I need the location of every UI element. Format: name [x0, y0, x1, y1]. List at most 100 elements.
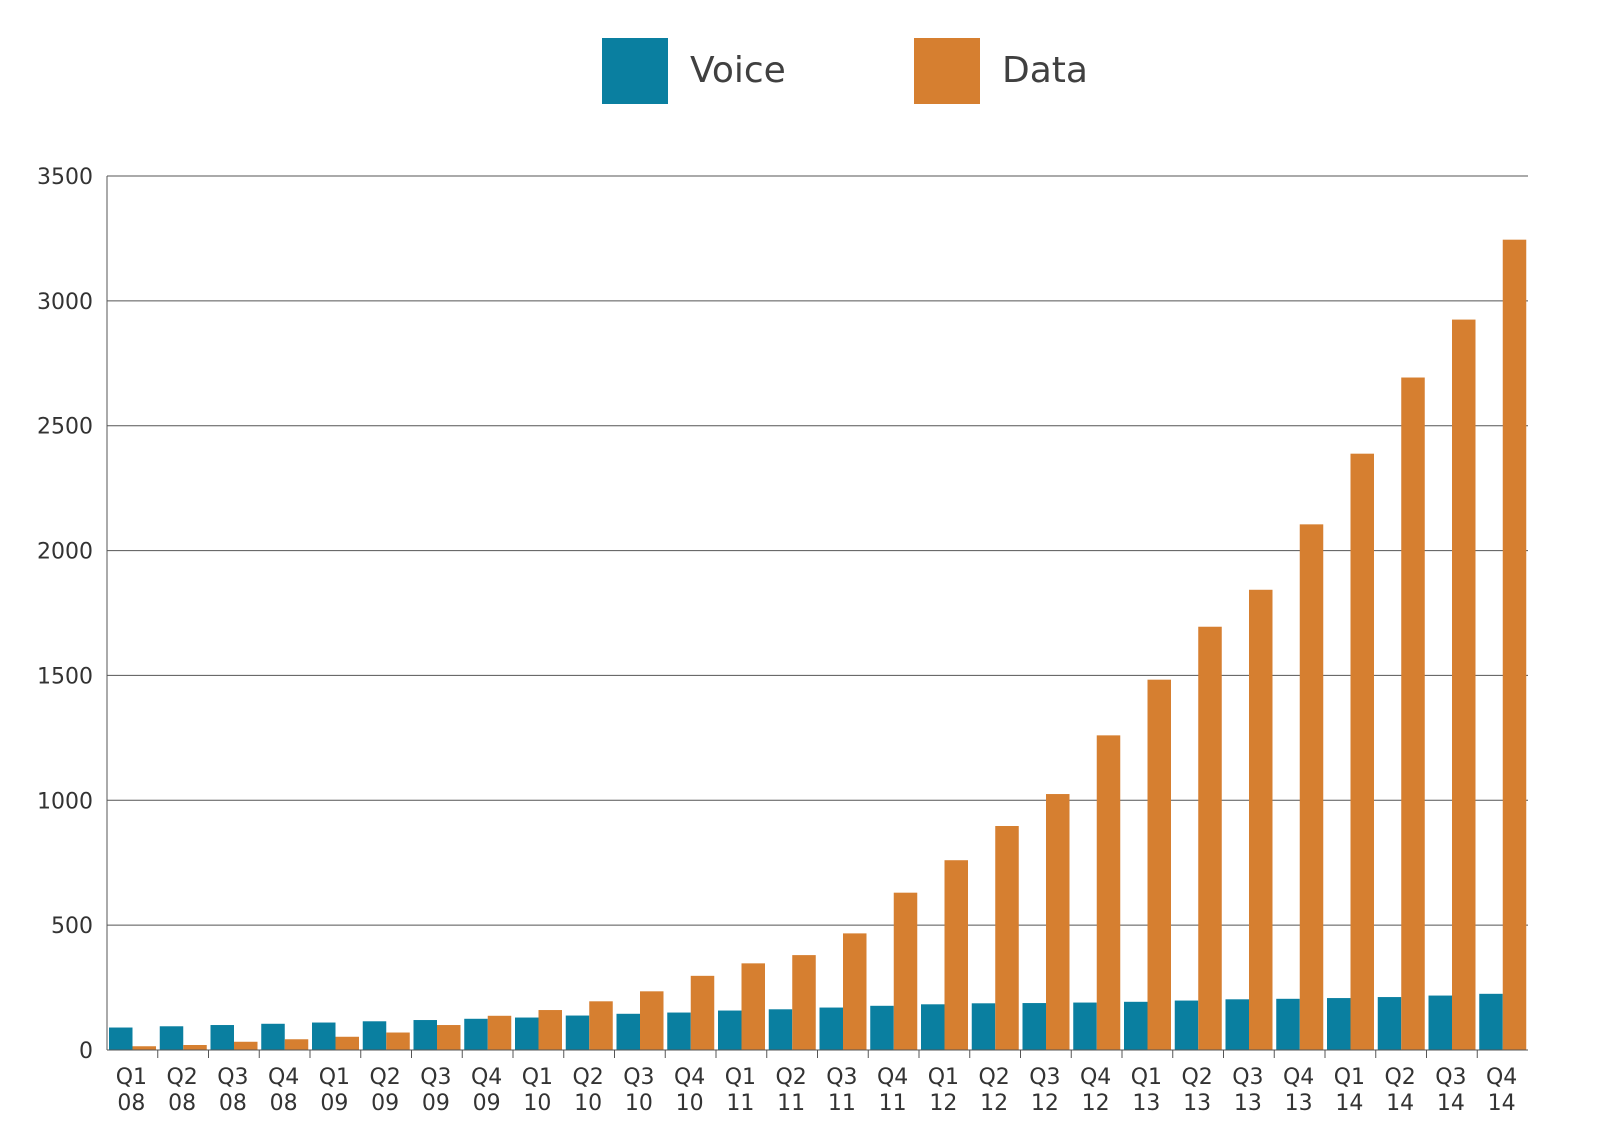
x-tick-label-quarter: Q3: [1435, 1065, 1466, 1090]
bar-data-0: [132, 1046, 156, 1050]
x-tick-label-quarter: Q4: [268, 1065, 299, 1090]
x-tick-label-year: 08: [219, 1091, 247, 1116]
bar-data-2: [234, 1041, 258, 1050]
bar-data-16: [944, 860, 968, 1050]
x-tick-label-year: 14: [1437, 1091, 1465, 1116]
bar-data-4: [335, 1036, 359, 1050]
x-tick-label-year: 12: [929, 1091, 957, 1116]
bar-data-23: [1299, 524, 1324, 1050]
bar-data-24: [1350, 453, 1374, 1051]
bar-voice-22: [1225, 999, 1249, 1050]
x-tick-label-quarter: Q1: [725, 1065, 756, 1090]
bar-voice-20: [1124, 1001, 1148, 1050]
x-tick-label-year: 12: [1031, 1091, 1059, 1116]
x-tick-label-year: 11: [726, 1091, 754, 1116]
bar-voice-4: [312, 1022, 336, 1050]
x-tick-label-quarter: Q1: [1334, 1065, 1365, 1090]
bar-data-21: [1198, 626, 1222, 1050]
bar-data-6: [437, 1025, 461, 1050]
bar-data-1: [183, 1045, 207, 1050]
bar-voice-6: [413, 1020, 437, 1050]
y-tick-labels: 0 500 1000 1500 2000 2500 3000 3500: [37, 165, 93, 1064]
bar-data-5: [386, 1032, 410, 1050]
bar-voice-0: [109, 1027, 133, 1050]
bar-data-19: [1096, 735, 1121, 1050]
bar-voice-9: [565, 1015, 590, 1050]
x-tick-label-year: 08: [117, 1091, 145, 1116]
bar-voice-13: [768, 1009, 793, 1050]
x-tick-label-year: 09: [320, 1091, 348, 1116]
x-tick-label-year: 08: [168, 1091, 196, 1116]
bar-data-8: [538, 1010, 562, 1050]
x-tick-label-quarter: Q3: [623, 1065, 654, 1090]
x-tick-label-year: 14: [1488, 1091, 1516, 1116]
x-tick-label-quarter: Q4: [471, 1065, 502, 1090]
axis-layer: [106, 176, 1528, 1058]
bar-voice-11: [667, 1012, 691, 1050]
bar-data-27: [1502, 239, 1527, 1051]
bar-voice-8: [515, 1017, 539, 1050]
bar-voice-10: [616, 1013, 640, 1050]
bar-data-26: [1452, 319, 1476, 1051]
bar-data-18: [1046, 794, 1070, 1050]
bar-voice-27: [1479, 993, 1503, 1050]
y-tick-label: 2000: [37, 540, 93, 565]
x-tick-label-year: 10: [574, 1091, 602, 1116]
bar-data-12: [741, 963, 765, 1050]
x-tick-label-year: 12: [980, 1091, 1008, 1116]
bar-voice-2: [210, 1025, 234, 1050]
x-tick-label-quarter: Q3: [1232, 1065, 1263, 1090]
x-tick-label-year: 13: [1234, 1091, 1262, 1116]
x-tick-label-quarter: Q4: [674, 1065, 705, 1090]
x-tick-labels: Q108Q208Q308Q408Q109Q209Q309Q409Q110Q210…: [116, 1065, 1518, 1116]
x-tick-label-quarter: Q4: [1486, 1065, 1517, 1090]
y-tick-label: 0: [79, 1039, 93, 1064]
bar-voice-18: [1022, 1003, 1046, 1050]
x-tick-label-quarter: Q3: [217, 1065, 248, 1090]
x-tick-label-year: 10: [676, 1091, 704, 1116]
x-tick-label-quarter: Q2: [1384, 1065, 1415, 1090]
bar-data-14: [843, 933, 867, 1050]
x-tick-label-quarter: Q1: [522, 1065, 553, 1090]
bar-data-3: [284, 1039, 309, 1050]
legend-swatch-data: [914, 38, 980, 104]
x-tick-label-year: 14: [1386, 1091, 1414, 1116]
y-tick-label: 1000: [37, 789, 93, 814]
x-tick-label-quarter: Q3: [420, 1065, 451, 1090]
bar-data-20: [1147, 679, 1171, 1050]
bar-data-13: [792, 955, 816, 1050]
x-tick-label-quarter: Q2: [978, 1065, 1009, 1090]
bar-data-7: [487, 1015, 512, 1050]
x-tick-label-quarter: Q1: [928, 1065, 959, 1090]
x-tick-label-quarter: Q2: [166, 1065, 197, 1090]
bar-voice-1: [159, 1026, 184, 1050]
bar-voice-15: [870, 1005, 894, 1050]
x-tick-label-quarter: Q2: [572, 1065, 603, 1090]
bar-voice-12: [718, 1010, 742, 1050]
legend-swatch-voice: [602, 38, 668, 104]
x-tick-label-quarter: Q4: [877, 1065, 908, 1090]
legend-label-voice: Voice: [690, 50, 786, 91]
x-tick-label-year: 09: [371, 1091, 399, 1116]
bar-voice-16: [921, 1004, 945, 1050]
x-tick-label-year: 11: [777, 1091, 805, 1116]
y-tick-label: 2500: [37, 415, 93, 440]
x-tick-label-quarter: Q3: [826, 1065, 857, 1090]
bar-voice-7: [464, 1018, 488, 1050]
x-tick-label-year: 10: [625, 1091, 653, 1116]
bar-voice-19: [1073, 1002, 1097, 1050]
x-tick-label-quarter: Q2: [369, 1065, 400, 1090]
bar-voice-17: [971, 1003, 996, 1050]
bar-data-22: [1249, 589, 1273, 1050]
bar-data-17: [995, 826, 1019, 1050]
x-tick-label-year: 14: [1335, 1091, 1363, 1116]
bar-data-11: [690, 975, 715, 1050]
bar-voice-14: [819, 1007, 843, 1050]
bar-voice-21: [1174, 1000, 1199, 1050]
bar-voice-26: [1428, 995, 1452, 1050]
x-tick-label-quarter: Q1: [116, 1065, 147, 1090]
bars-layer: [109, 239, 1527, 1051]
y-tick-label: 1500: [37, 664, 93, 689]
x-tick-label-year: 13: [1285, 1091, 1313, 1116]
